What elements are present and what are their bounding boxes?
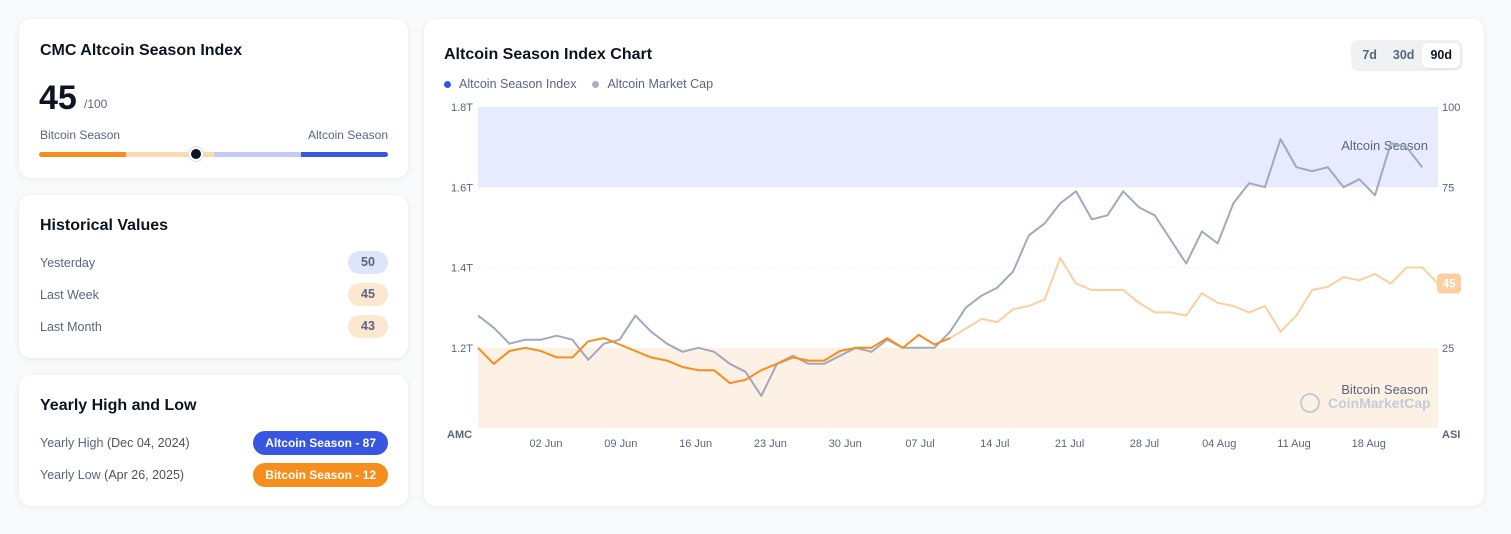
x-axis-tick: 07 Jul xyxy=(905,438,934,450)
historical-title: Historical Values xyxy=(40,217,169,234)
legend-item-market-cap[interactable]: Altcoin Market Cap xyxy=(592,77,713,91)
index-card-title: CMC Altcoin Season Index xyxy=(40,42,243,59)
yearly-title: Yearly High and Low xyxy=(40,397,197,414)
range-tabs: 7d 30d 90d xyxy=(1351,40,1463,71)
index-chart[interactable]: 1.8T 1.6T 1.4T 1.2T 100 75 25 AMC ASI 02 Jun 09 Ju… xyxy=(424,19,1484,506)
x-axis-tick: 16 Jun xyxy=(679,438,712,450)
legend-label: Altcoin Market Cap xyxy=(607,77,714,91)
left-axis-name: AMC xyxy=(447,429,472,441)
scale-segment-altcoin-light xyxy=(213,152,301,157)
chart-title: Altcoin Season Index Chart xyxy=(444,46,653,63)
x-axis-tick: 21 Jul xyxy=(1055,438,1084,450)
altcoin-season-zone xyxy=(478,107,1438,188)
altcoin-season-index-card: CMC Altcoin Season Index 45 /100 Bitcoin… xyxy=(19,19,408,178)
right-axis-tick: 25 xyxy=(1442,343,1454,355)
yearly-low-badge: Bitcoin Season - 12 xyxy=(253,463,388,487)
history-label: Yesterday xyxy=(40,256,96,270)
yearly-high-low-card: Yearly High and Low Yearly High (Dec 04,… xyxy=(19,375,408,506)
x-axis-tick: 02 Jun xyxy=(529,438,562,450)
yearly-low-text: Yearly Low xyxy=(40,468,101,482)
yearly-low-label: Yearly Low (Apr 26, 2025) xyxy=(40,468,184,482)
range-tab-90d[interactable]: 90d xyxy=(1422,43,1460,68)
yearly-high-text: Yearly High xyxy=(40,436,104,450)
legend-dot xyxy=(444,80,451,88)
history-label: Last Week xyxy=(40,288,99,302)
index-chart-card: 1.8T 1.6T 1.4T 1.2T 100 75 25 AMC ASI 02 Jun 09 Ju… xyxy=(424,19,1484,506)
yearly-low-date: (Apr 26, 2025) xyxy=(104,468,185,482)
index-line xyxy=(477,333,951,385)
yearly-low-row: Yearly Low (Apr 26, 2025) Bitcoin Season… xyxy=(40,463,388,487)
right-axis-tick: 75 xyxy=(1442,182,1454,194)
index-line-recent xyxy=(949,256,1439,339)
x-axis-tick: 28 Jul xyxy=(1130,438,1159,450)
history-row-last-month: Last Month 43 xyxy=(40,315,388,339)
right-axis-tick: 100 xyxy=(1442,102,1460,114)
watermark: CoinMarketCap xyxy=(1328,395,1431,411)
history-row-last-week: Last Week 45 xyxy=(40,283,388,307)
x-axis-tick: 23 Jun xyxy=(754,438,787,450)
altcoin-season-label: Altcoin Season xyxy=(307,128,388,142)
legend-item-index[interactable]: Altcoin Season Index xyxy=(444,77,576,91)
x-axis-tick: 30 Jun xyxy=(829,438,862,450)
bitcoin-zone-label: Bitcoin Season xyxy=(1341,382,1428,397)
history-label: Last Month xyxy=(40,320,102,334)
x-axis-tick: 09 Jun xyxy=(604,438,637,450)
index-value: 45 xyxy=(39,79,77,117)
left-axis-tick: 1.8T xyxy=(451,102,473,114)
scale-segment-altcoin xyxy=(300,152,388,157)
range-tab-7d[interactable]: 7d xyxy=(1362,48,1377,62)
market-cap-line xyxy=(477,138,1424,397)
x-axis-tick: 14 Jul xyxy=(980,438,1009,450)
history-value-badge: 45 xyxy=(348,283,388,306)
right-axis-name: ASI xyxy=(1442,429,1460,441)
index-max: /100 xyxy=(84,97,108,111)
bitcoin-season-label: Bitcoin Season xyxy=(40,128,121,142)
historical-values-card: Historical Values Yesterday 50 Last Week… xyxy=(19,195,408,358)
altcoin-zone-label: Altcoin Season xyxy=(1341,138,1428,153)
yearly-high-badge: Altcoin Season - 87 xyxy=(253,431,388,455)
chart-legend: Altcoin Season Index Altcoin Market Cap xyxy=(444,77,713,91)
yearly-high-label: Yearly High (Dec 04, 2024) xyxy=(40,436,190,450)
coinmarketcap-logo-icon xyxy=(1300,393,1320,413)
legend-label: Altcoin Season Index xyxy=(459,77,577,91)
scale-segment-bitcoin-light xyxy=(126,152,214,157)
history-value-badge: 50 xyxy=(348,251,388,274)
yearly-high-row: Yearly High (Dec 04, 2024) Altcoin Seaso… xyxy=(40,431,388,455)
left-axis-tick: 1.6T xyxy=(451,182,473,194)
season-scale-bar xyxy=(39,152,388,157)
range-tab-30d[interactable]: 30d xyxy=(1392,48,1415,62)
bitcoin-season-zone xyxy=(478,347,1438,428)
legend-dot xyxy=(592,80,600,88)
x-axis-tick: 18 Aug xyxy=(1352,438,1386,450)
scale-segment-bitcoin xyxy=(39,152,127,157)
history-row-yesterday: Yesterday 50 xyxy=(40,251,388,275)
yearly-high-date: (Dec 04, 2024) xyxy=(106,436,190,450)
scale-indicator xyxy=(189,147,204,161)
history-value-badge: 43 xyxy=(348,315,388,338)
current-value-badge xyxy=(1437,273,1461,294)
left-axis-tick: 1.2T xyxy=(451,343,473,355)
left-axis-tick: 1.4T xyxy=(451,263,473,275)
x-axis-tick: 04 Aug xyxy=(1202,438,1236,450)
x-axis-tick: 11 Aug xyxy=(1277,438,1310,450)
current-value-label: 45 xyxy=(1442,277,1456,291)
